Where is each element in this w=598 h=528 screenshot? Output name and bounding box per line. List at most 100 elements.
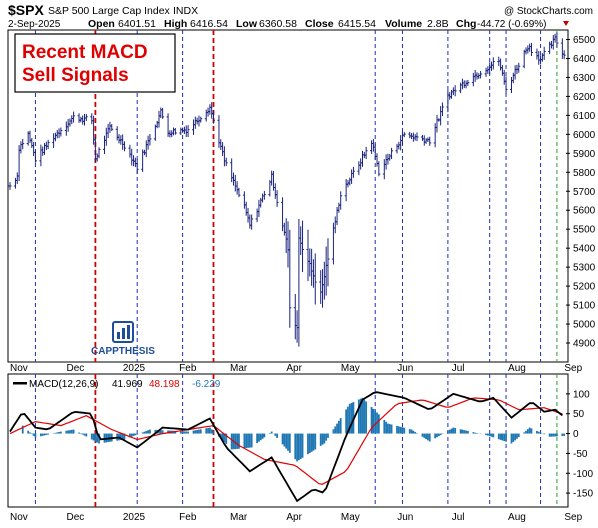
ohlc-bar (310, 248, 314, 286)
macd-histogram-bar (526, 429, 529, 434)
macd-histogram-bar (67, 430, 70, 434)
macd-legend-label: MACD(12,26,9) (29, 379, 98, 390)
capp-logo-icon (112, 321, 134, 343)
macd-histogram-bar (452, 427, 455, 434)
ohlc-bar (68, 118, 72, 127)
macd-histogram-bar (396, 425, 398, 434)
ohlc-bar (39, 144, 43, 167)
ohlc-bar (428, 136, 432, 146)
macd-histogram-bar (361, 397, 364, 434)
annotation-line-2: Sell Signals (22, 65, 129, 86)
macd-histogram-bar (263, 433, 266, 438)
annotation-line-1: Recent MACD (22, 42, 148, 63)
macd-histogram-bar (472, 432, 475, 434)
macd-histogram-bar (43, 433, 46, 436)
macd-histogram-bar (332, 429, 335, 434)
ohlc-bar (224, 157, 228, 167)
ohlc-bar (231, 172, 235, 186)
ohlc-bar (397, 141, 401, 150)
macd-histogram-bar (552, 433, 555, 437)
month-label: Jul (452, 512, 465, 523)
macd-histogram-bar (421, 433, 424, 437)
ohlc-bar (250, 214, 254, 230)
ohlc-bar (255, 208, 259, 223)
month-label: Nov (10, 363, 28, 374)
price-y-tick-label: 5600 (573, 206, 596, 217)
ohlc-bar (161, 107, 165, 119)
ohlc-bar (81, 115, 85, 125)
macd-histogram-bar (307, 433, 309, 455)
macd-histogram-bar (276, 433, 278, 438)
macd-histogram-bar (123, 433, 126, 440)
macd-histogram-bar (258, 433, 260, 442)
macd-histogram-bar (210, 429, 213, 434)
ohlc-bar (560, 38, 564, 59)
ohlc-bar (230, 158, 234, 183)
macd-legend-macd: 41.969 (112, 379, 143, 390)
month-label: May (341, 512, 360, 523)
ohlc-bar (526, 45, 530, 54)
macd-histogram-bar (490, 433, 493, 437)
macd-legend-hist: -6.229 (192, 379, 221, 390)
macd-histogram-bar (372, 408, 375, 434)
month-label: 2025 (123, 363, 146, 374)
ohlc-bar (440, 102, 444, 117)
price-y-tick-label: 6400 (573, 54, 596, 65)
ohlc-bar (553, 33, 557, 43)
ohlc-bar (509, 77, 513, 94)
ohlc-bar (108, 121, 112, 133)
macd-histogram-bar (561, 433, 564, 437)
ohlc-bar (212, 110, 216, 124)
ohlc-bar (479, 71, 483, 79)
ohlc-bar (90, 113, 94, 125)
macd-histogram-bar (247, 433, 249, 448)
macd-histogram-bar (147, 430, 149, 434)
macd-histogram-bar (448, 429, 451, 434)
ohlc-bar (502, 69, 506, 85)
ohlc-bar (477, 73, 481, 79)
macd-histogram-bar (194, 430, 197, 434)
down-triangle-icon (563, 21, 569, 26)
macd-histogram-bar (245, 433, 248, 448)
ohlc-bar (66, 119, 70, 132)
macd-histogram-bar (357, 399, 360, 434)
macd-histogram-bar (70, 429, 73, 434)
volume-label: Volume (385, 18, 422, 30)
month-label: Mar (230, 363, 248, 374)
month-label: Dec (67, 363, 85, 374)
macd-histogram-bar (185, 431, 188, 434)
ohlc-bar (115, 126, 119, 141)
macd-histogram-bar (208, 427, 211, 434)
chg-label: Chg (456, 18, 476, 30)
ohlc-bar (475, 72, 479, 80)
ohlc-bar (488, 62, 492, 75)
ohlc-bar (141, 149, 145, 173)
ohlc-bar (282, 222, 286, 236)
ohlc-bar (184, 125, 188, 138)
macd-histogram-bar (437, 433, 440, 437)
macd-histogram-bar (183, 431, 186, 434)
month-label: Mar (230, 512, 248, 523)
macd-histogram-bar (388, 424, 391, 434)
macd-histogram-bar (41, 433, 44, 436)
price-y-tick-label: 5900 (573, 149, 596, 160)
macd-histogram-bar (543, 433, 546, 435)
ohlc-bar (548, 41, 552, 55)
macd-histogram-bar (314, 433, 317, 450)
macd-histogram-bar (525, 430, 527, 434)
ohlc-bar (204, 109, 208, 122)
price-y-tick-label: 5000 (573, 320, 596, 331)
macd-histogram-bar (474, 432, 477, 434)
macd-y-tick-label: -100 (573, 469, 593, 480)
ohlc-bar (133, 157, 137, 168)
macd-histogram-bar (528, 427, 531, 434)
macd-histogram-bar (492, 433, 495, 438)
ohlc-bar (551, 34, 555, 50)
ohlc-bar (435, 114, 439, 133)
price-y-tick-label: 5300 (573, 263, 596, 274)
macd-histogram-bar (56, 432, 59, 434)
macd-histogram-bar (238, 433, 240, 449)
month-label: Jul (452, 363, 465, 374)
ohlc-bar (46, 139, 50, 150)
